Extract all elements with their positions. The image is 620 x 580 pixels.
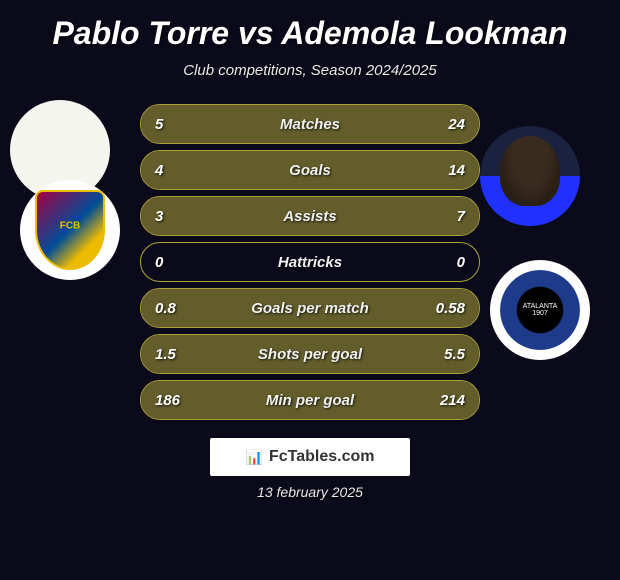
stat-value-left: 0.8 bbox=[155, 300, 185, 317]
stat-label: Assists bbox=[283, 208, 336, 225]
stat-value-right: 24 bbox=[435, 116, 465, 133]
stat-row: 4 Goals 14 bbox=[140, 150, 480, 190]
club-badge-left bbox=[20, 180, 120, 280]
stat-value-left: 186 bbox=[155, 392, 185, 409]
stat-value-right: 14 bbox=[435, 162, 465, 179]
stat-value-right: 7 bbox=[435, 208, 465, 225]
stat-value-right: 0 bbox=[435, 254, 465, 271]
brand-text: FcTables.com bbox=[269, 448, 375, 466]
stat-row: 0.8 Goals per match 0.58 bbox=[140, 288, 480, 328]
stat-label: Shots per goal bbox=[258, 346, 362, 363]
chart-icon: 📊 bbox=[246, 449, 263, 466]
stat-label: Hattricks bbox=[278, 254, 342, 271]
comparison-subtitle: Club competitions, Season 2024/2025 bbox=[0, 62, 620, 79]
stat-label: Matches bbox=[280, 116, 340, 133]
stat-value-left: 1.5 bbox=[155, 346, 185, 363]
stats-table: 5 Matches 24 4 Goals 14 3 Assists 7 0 Hattricks 0 0.… bbox=[140, 104, 480, 420]
brand-logo: 📊 FcTables.com bbox=[210, 438, 410, 476]
stat-label: Goals per match bbox=[251, 300, 369, 317]
stat-row: 3 Assists 7 bbox=[140, 196, 480, 236]
stat-row: 0 Hattricks 0 bbox=[140, 242, 480, 282]
stat-value-left: 3 bbox=[155, 208, 185, 225]
stat-value-left: 0 bbox=[155, 254, 185, 271]
atalanta-crest-icon: ATALANTA1907 bbox=[500, 270, 580, 350]
stat-label: Min per goal bbox=[266, 392, 354, 409]
player-right-photo bbox=[480, 126, 580, 226]
stat-row: 186 Min per goal 214 bbox=[140, 380, 480, 420]
stat-value-right: 214 bbox=[435, 392, 465, 409]
footer-date: 13 february 2025 bbox=[0, 484, 620, 500]
club-badge-right: ATALANTA1907 bbox=[490, 260, 590, 360]
stat-row: 5 Matches 24 bbox=[140, 104, 480, 144]
barcelona-crest-icon bbox=[35, 190, 105, 270]
stat-value-right: 0.58 bbox=[435, 300, 465, 317]
comparison-title: Pablo Torre vs Ademola Lookman bbox=[0, 15, 620, 52]
stat-value-left: 5 bbox=[155, 116, 185, 133]
player-face-icon bbox=[500, 136, 560, 206]
stat-label: Goals bbox=[289, 162, 331, 179]
stat-value-right: 5.5 bbox=[435, 346, 465, 363]
stat-row: 1.5 Shots per goal 5.5 bbox=[140, 334, 480, 374]
stat-value-left: 4 bbox=[155, 162, 185, 179]
